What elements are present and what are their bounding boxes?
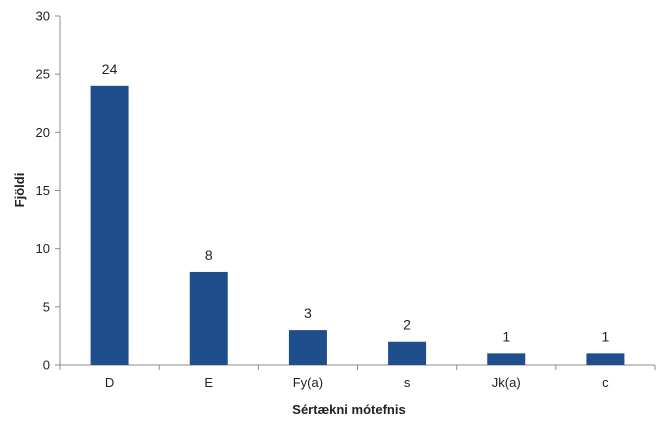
x-tick-label: D <box>105 375 114 390</box>
bar-value-label: 3 <box>304 305 312 321</box>
bar-3 <box>388 341 427 365</box>
y-tick-label: 25 <box>36 67 50 82</box>
bar-1 <box>189 271 228 365</box>
y-axis-title: Fjöldi <box>12 173 27 208</box>
data-labels: 24 8 3 2 1 1 <box>102 61 610 345</box>
x-tick-label: s <box>404 375 411 390</box>
bar-value-label: 1 <box>502 328 510 344</box>
bar-value-label: 1 <box>602 328 610 344</box>
y-tick-label: 0 <box>43 358 50 373</box>
y-tick-label: 10 <box>36 241 50 256</box>
y-tick-label: 30 <box>36 9 50 24</box>
bar-4 <box>487 353 526 365</box>
x-tick-label: E <box>204 375 213 390</box>
x-axis-title: Sértækni mótefnis <box>292 402 405 417</box>
bar-value-label: 24 <box>102 61 118 77</box>
bar-2 <box>288 330 327 365</box>
bar-0 <box>90 85 129 366</box>
y-tick-label: 5 <box>43 299 50 314</box>
bar-5 <box>586 353 625 365</box>
x-ticks: D E Fy(a) s Jk(a) c <box>59 365 656 390</box>
y-tick-label: 15 <box>36 183 50 198</box>
y-tick-label: 20 <box>36 125 50 140</box>
axes <box>59 16 655 366</box>
bar-value-label: 2 <box>403 317 411 333</box>
y-ticks: 0 5 10 15 20 25 30 <box>36 9 60 373</box>
x-tick-label: Fy(a) <box>293 375 323 390</box>
bar-value-label: 8 <box>205 247 213 263</box>
x-tick-label: c <box>602 375 609 390</box>
x-tick-label: Jk(a) <box>492 375 521 390</box>
bars <box>90 85 625 366</box>
